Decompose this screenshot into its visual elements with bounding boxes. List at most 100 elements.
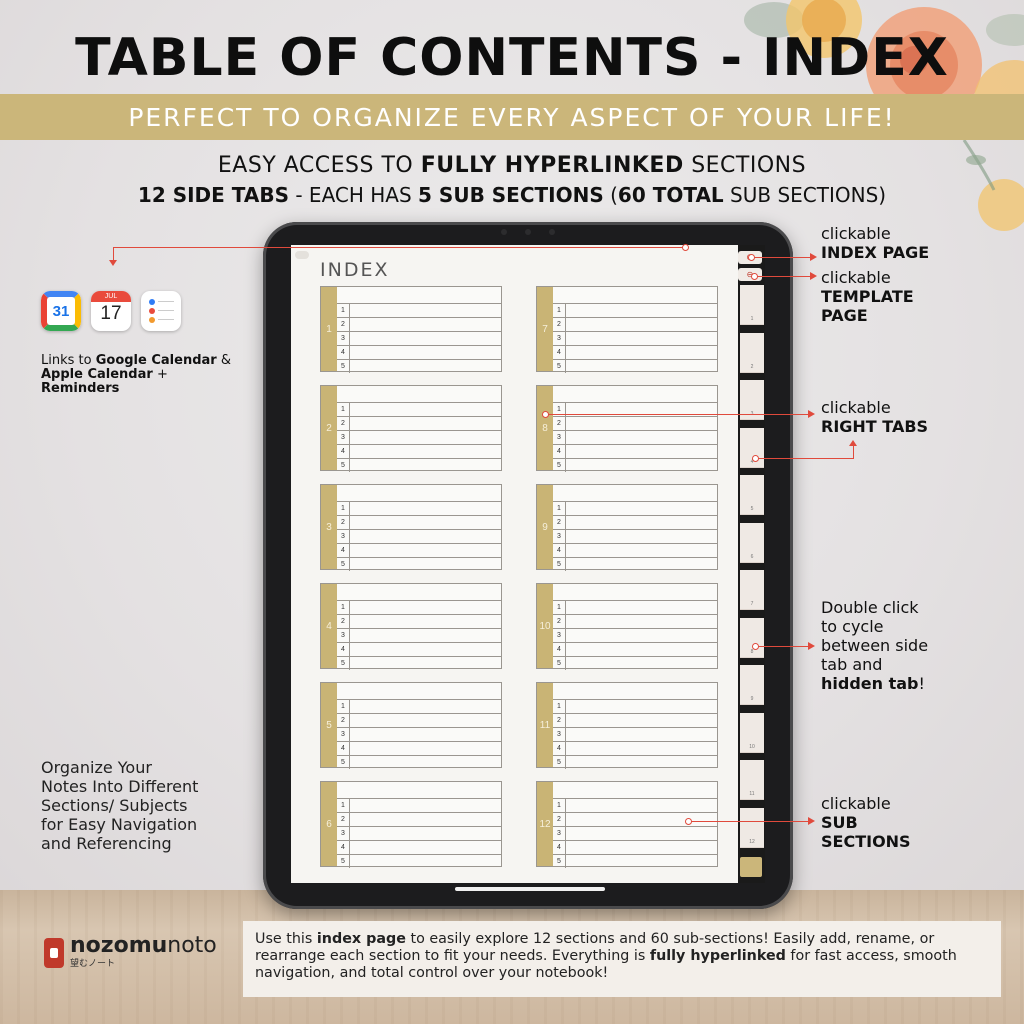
sub-section-row[interactable]: 5 [553, 557, 717, 571]
sub-section-row[interactable]: 3 [337, 331, 501, 345]
sub-section-row[interactable]: 3 [337, 826, 501, 840]
sub-section-row[interactable]: 3 [553, 331, 717, 345]
sub-section-row[interactable]: 2 [553, 416, 717, 430]
sub-section-row[interactable]: 5 [553, 359, 717, 373]
side-tab[interactable]: 7 [740, 570, 764, 610]
sub-section-row[interactable]: 1 [553, 402, 717, 416]
sub-section-row[interactable]: 4 [337, 444, 501, 458]
sub-section-row[interactable]: 5 [553, 755, 717, 769]
index-section[interactable]: 11 1 2 3 4 5 [536, 682, 718, 769]
sub-section-row[interactable]: 3 [553, 628, 717, 642]
sub-section-row[interactable]: 3 [337, 628, 501, 642]
sub-section-row[interactable]: 5 [337, 656, 501, 670]
sub-section-row[interactable]: 4 [553, 840, 717, 854]
sub-section-row[interactable]: 2 [553, 713, 717, 727]
sub-section-row[interactable]: 1 [337, 402, 501, 416]
side-tab[interactable]: 8 [740, 617, 764, 658]
apple-calendar-icon[interactable]: JUL 17 [91, 291, 131, 331]
sub-section-row[interactable]: 4 [337, 741, 501, 755]
sub-section-row[interactable]: 2 [337, 416, 501, 430]
side-tab[interactable]: 5 [740, 475, 764, 515]
template-page-link-icon[interactable]: ⊖ [738, 268, 762, 281]
side-tab[interactable]: 11 [740, 760, 764, 800]
sub-section-row[interactable]: 2 [337, 515, 501, 529]
reminders-icon[interactable] [141, 291, 181, 331]
section-number[interactable]: 4 [321, 584, 337, 668]
sub-section-row[interactable]: 1 [337, 501, 501, 515]
sub-section-row[interactable]: 2 [553, 614, 717, 628]
side-tab[interactable]: 4 [740, 427, 764, 468]
collapse-handle[interactable] [295, 251, 309, 259]
section-number[interactable]: 3 [321, 485, 337, 569]
sub-section-row[interactable]: 4 [337, 642, 501, 656]
section-number[interactable]: 6 [321, 782, 337, 866]
sub-section-row[interactable]: 3 [553, 727, 717, 741]
sub-section-row[interactable]: 1 [337, 798, 501, 812]
sub-section-row[interactable]: 4 [553, 642, 717, 656]
side-tab[interactable]: 9 [740, 665, 764, 705]
sub-section-row[interactable]: 2 [337, 317, 501, 331]
sub-section-row[interactable]: 3 [337, 529, 501, 543]
sub-section-row[interactable]: 3 [553, 826, 717, 840]
side-tab[interactable]: 10 [740, 712, 764, 753]
sub-section-row[interactable]: 4 [553, 741, 717, 755]
section-number[interactable]: 9 [537, 485, 553, 569]
sub-section-row[interactable]: 2 [553, 812, 717, 826]
sub-section-row[interactable]: 5 [553, 458, 717, 472]
side-tab[interactable]: 1 [740, 285, 764, 325]
sub-section-row[interactable]: 3 [337, 727, 501, 741]
section-number[interactable]: 12 [537, 782, 553, 866]
index-section[interactable]: 10 1 2 3 4 5 [536, 583, 718, 670]
sub-section-row[interactable]: 1 [337, 699, 501, 713]
sub-section-row[interactable]: 4 [553, 345, 717, 359]
section-number[interactable]: 8 [537, 386, 553, 470]
google-calendar-icon[interactable]: 31 [41, 291, 81, 331]
side-tab[interactable]: 12 [740, 807, 764, 848]
side-tab[interactable]: 2 [740, 332, 764, 373]
section-number[interactable]: 11 [537, 683, 553, 767]
side-tab[interactable]: 3 [740, 380, 764, 420]
section-number[interactable]: 5 [321, 683, 337, 767]
sub-section-row[interactable]: 5 [337, 359, 501, 373]
sub-section-row[interactable]: 3 [337, 430, 501, 444]
sub-section-row[interactable]: 1 [553, 501, 717, 515]
sub-section-row[interactable]: 4 [337, 543, 501, 557]
sub-section-row[interactable]: 1 [553, 600, 717, 614]
sub-section-row[interactable]: 3 [553, 529, 717, 543]
sub-section-row[interactable]: 2 [337, 812, 501, 826]
sub-section-row[interactable]: 1 [553, 699, 717, 713]
sub-section-row[interactable]: 4 [337, 840, 501, 854]
sub-section-row[interactable]: 5 [337, 854, 501, 868]
sub-section-row[interactable]: 1 [553, 303, 717, 317]
sub-section-row[interactable]: 4 [553, 444, 717, 458]
sub-section-row[interactable]: 2 [553, 317, 717, 331]
sub-section-row[interactable]: 5 [337, 458, 501, 472]
sub-section-row[interactable]: 5 [337, 755, 501, 769]
section-number[interactable]: 1 [321, 287, 337, 371]
sub-section-row[interactable]: 3 [553, 430, 717, 444]
sub-section-row[interactable]: 2 [553, 515, 717, 529]
section-number[interactable]: 10 [537, 584, 553, 668]
sub-section-row[interactable]: 1 [337, 303, 501, 317]
section-number[interactable]: 2 [321, 386, 337, 470]
sub-section-row[interactable]: 5 [553, 656, 717, 670]
sub-section-row[interactable]: 4 [337, 345, 501, 359]
sub-section-row[interactable]: 2 [337, 713, 501, 727]
side-tab[interactable]: 6 [740, 522, 764, 563]
section-number[interactable]: 7 [537, 287, 553, 371]
hidden-tab-toggle[interactable] [740, 857, 762, 877]
sub-section-row[interactable]: 5 [337, 557, 501, 571]
sub-section-row[interactable]: 5 [553, 854, 717, 868]
sub-section-row[interactable]: 1 [337, 600, 501, 614]
sub-section-row[interactable]: 1 [553, 798, 717, 812]
sub-section-row[interactable]: 2 [337, 614, 501, 628]
